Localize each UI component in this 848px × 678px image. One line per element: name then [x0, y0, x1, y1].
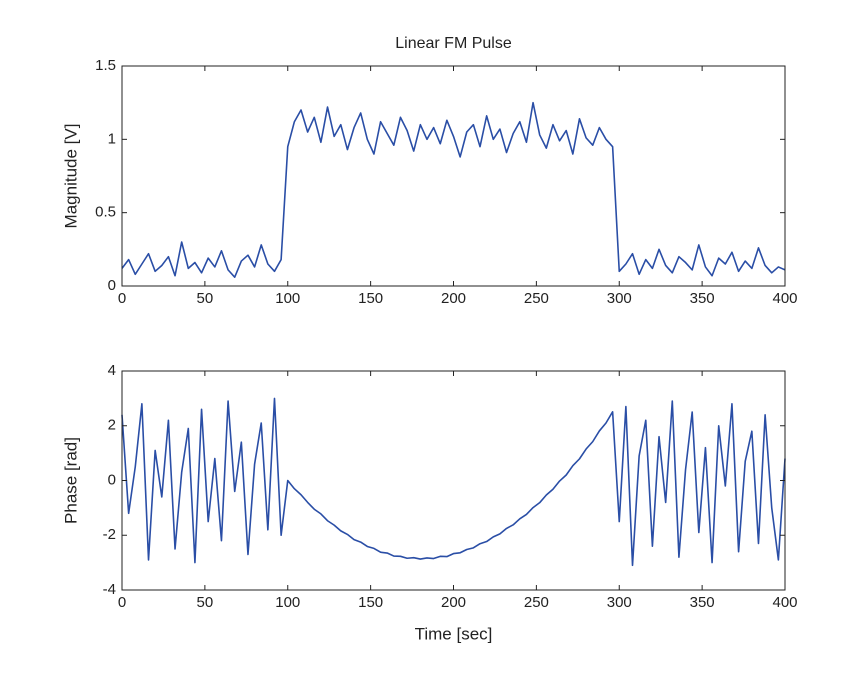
x-tick-label: 200 — [441, 594, 466, 611]
signal-line — [121, 397, 786, 567]
y-tick-label: 1.5 — [95, 57, 116, 74]
x-tick-label: 300 — [607, 290, 632, 307]
y-tick-label: -4 — [103, 581, 116, 598]
x-tick-label: 150 — [358, 290, 383, 307]
y-tick-label: -2 — [103, 526, 116, 543]
x-tick-label: 200 — [441, 290, 466, 307]
x-tick-label: 100 — [275, 290, 300, 307]
chart-title: Linear FM Pulse — [395, 35, 512, 52]
x-tick-label: 100 — [275, 594, 300, 611]
x-tick-label: 50 — [197, 594, 214, 611]
x-tick-label: 50 — [197, 290, 214, 307]
x-axis-label: Time [sec] — [415, 624, 493, 643]
x-tick-label: 350 — [690, 290, 715, 307]
x-tick-label: 350 — [690, 594, 715, 611]
y-tick-label: 1 — [108, 130, 116, 147]
signal-line — [121, 101, 786, 278]
y-tick-label: 0 — [108, 277, 116, 294]
y-tick-label: 4 — [108, 362, 116, 379]
x-tick-label: 300 — [607, 594, 632, 611]
x-tick-label: 250 — [524, 594, 549, 611]
x-tick-label: 0 — [118, 290, 126, 307]
x-tick-label: 150 — [358, 594, 383, 611]
x-tick-label: 400 — [772, 290, 797, 307]
y-tick-label: 2 — [108, 417, 116, 434]
x-tick-label: 250 — [524, 290, 549, 307]
y-axis-label: Phase [rad] — [61, 437, 80, 524]
y-tick-label: 0.5 — [95, 204, 116, 221]
axes-frame — [121, 370, 786, 591]
y-axis-label: Magnitude [V] — [61, 124, 80, 229]
x-tick-label: 0 — [118, 594, 126, 611]
y-tick-label: 0 — [108, 471, 116, 488]
x-tick-label: 400 — [772, 594, 797, 611]
